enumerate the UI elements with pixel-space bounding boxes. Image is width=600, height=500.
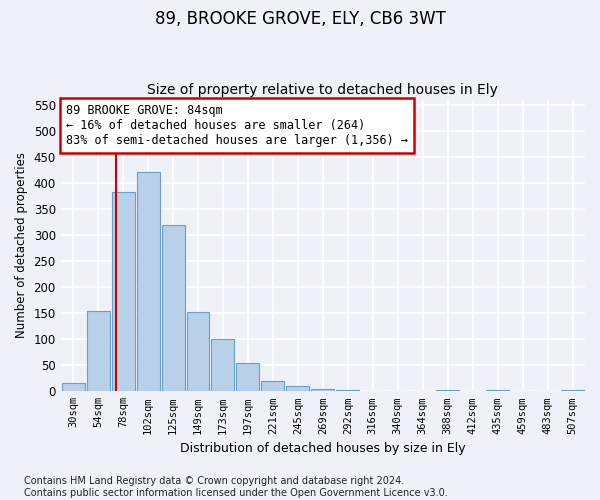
Bar <box>311 388 334 392</box>
Bar <box>286 386 310 392</box>
Bar <box>62 384 85 392</box>
Bar <box>337 390 359 392</box>
Text: 89, BROOKE GROVE, ELY, CB6 3WT: 89, BROOKE GROVE, ELY, CB6 3WT <box>155 10 445 28</box>
Bar <box>486 390 509 392</box>
Title: Size of property relative to detached houses in Ely: Size of property relative to detached ho… <box>148 83 498 97</box>
Text: Contains HM Land Registry data © Crown copyright and database right 2024.
Contai: Contains HM Land Registry data © Crown c… <box>24 476 448 498</box>
Bar <box>187 312 209 392</box>
Bar <box>86 310 110 392</box>
Bar <box>262 381 284 392</box>
Bar <box>137 172 160 392</box>
Bar <box>236 363 259 392</box>
Bar <box>561 390 584 392</box>
Bar <box>211 339 235 392</box>
Y-axis label: Number of detached properties: Number of detached properties <box>15 152 28 338</box>
Text: 89 BROOKE GROVE: 84sqm
← 16% of detached houses are smaller (264)
83% of semi-de: 89 BROOKE GROVE: 84sqm ← 16% of detached… <box>66 104 408 147</box>
Bar <box>361 391 384 392</box>
X-axis label: Distribution of detached houses by size in Ely: Distribution of detached houses by size … <box>180 442 466 455</box>
Bar <box>112 192 134 392</box>
Bar <box>161 224 185 392</box>
Bar <box>436 390 459 392</box>
